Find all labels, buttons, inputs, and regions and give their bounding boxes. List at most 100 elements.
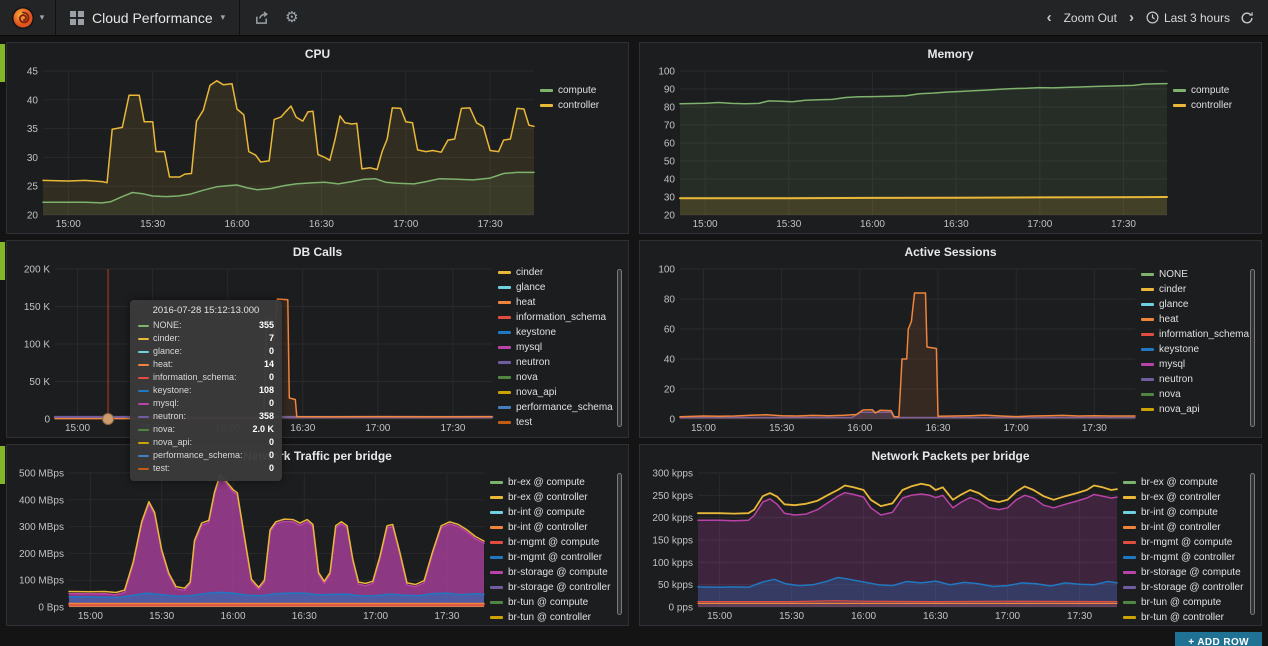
legend-item[interactable]: br-tun @ compute bbox=[490, 595, 622, 610]
cpu-chart[interactable]: 20 25 30 35 40 45 15:00 15:30 16:00 16:30 17:00 17:… bbox=[13, 63, 540, 231]
legend-scrollbar[interactable] bbox=[617, 269, 622, 427]
panel-title[interactable]: Network Traffic per bridge bbox=[243, 449, 392, 463]
dashboard-picker[interactable]: Cloud Performance ▾ bbox=[56, 0, 241, 35]
legend-item[interactable]: br-storage @ compute bbox=[1123, 565, 1255, 580]
legend-item[interactable]: compute bbox=[540, 83, 622, 98]
gear-icon[interactable]: ⚙ bbox=[285, 9, 299, 26]
svg-text:15:30: 15:30 bbox=[769, 423, 794, 434]
legend-color-dash bbox=[498, 346, 511, 349]
legend-item[interactable]: br-mgmt @ compute bbox=[1123, 535, 1255, 550]
legend-item[interactable]: test bbox=[498, 415, 622, 430]
legend-item[interactable]: br-mgmt @ controller bbox=[1123, 550, 1255, 565]
clock-icon bbox=[1146, 11, 1159, 24]
svg-text:100 kpps: 100 kpps bbox=[652, 558, 693, 569]
legend-item[interactable]: br-mgmt @ controller bbox=[490, 550, 622, 565]
panel-title[interactable]: CPU bbox=[304, 47, 331, 61]
legend-color-dash bbox=[498, 421, 511, 424]
share-icon[interactable] bbox=[254, 11, 269, 25]
active-sessions-legend: NONE cinder glance heat information_schema ke… bbox=[1141, 261, 1255, 435]
legend-item[interactable]: keystone bbox=[498, 325, 622, 340]
legend-item[interactable]: heat bbox=[498, 295, 622, 310]
legend-label: br-ex @ compute bbox=[508, 477, 585, 488]
legend-item[interactable]: br-int @ compute bbox=[490, 505, 622, 520]
legend-item[interactable]: nova bbox=[1141, 387, 1255, 402]
legend-item[interactable]: performance_schema bbox=[498, 400, 622, 415]
legend-item[interactable]: br-int @ controller bbox=[490, 520, 622, 535]
grafana-logo-icon bbox=[11, 6, 35, 30]
time-range-picker[interactable]: Last 3 hours bbox=[1146, 11, 1230, 25]
row-collapse-handle[interactable] bbox=[0, 44, 5, 82]
active-sessions-chart[interactable]: 0 20 40 60 80 100 15:00 15:30 16:00 16:30 17:00 17:… bbox=[646, 261, 1141, 435]
legend-item[interactable]: br-storage @ compute bbox=[490, 565, 622, 580]
legend-item[interactable]: br-mgmt @ compute bbox=[490, 535, 622, 550]
legend-item[interactable]: br-storage @ controller bbox=[1123, 580, 1255, 595]
legend-item[interactable]: glance bbox=[1141, 297, 1255, 312]
legend-item[interactable]: mysql bbox=[1141, 357, 1255, 372]
legend-item[interactable]: nova_api bbox=[498, 385, 622, 400]
legend-scrollbar[interactable] bbox=[617, 473, 622, 615]
legend-item[interactable]: mysql bbox=[498, 340, 622, 355]
dashboard-row-2: DB Calls 0 50 K 100 K 150 K 200 K 15:00 15:30 1… bbox=[0, 240, 1262, 438]
legend-item[interactable]: br-ex @ compute bbox=[490, 475, 622, 490]
legend-item[interactable]: br-int @ controller bbox=[1123, 520, 1255, 535]
legend-item[interactable]: br-tun @ compute bbox=[1123, 595, 1255, 610]
zoom-out-button[interactable]: Zoom Out bbox=[1063, 10, 1117, 25]
network-traffic-chart[interactable]: 0 Bps 100 MBps 200 MBps 300 MBps 400 MBps 500… bbox=[13, 465, 490, 623]
memory-chart[interactable]: 20 30 40 50 60 70 80 90 100 15:00 15:30 16:00 16:30 1… bbox=[646, 63, 1173, 231]
legend-label: nova_api bbox=[1159, 404, 1200, 415]
legend-item[interactable]: neutron bbox=[498, 355, 622, 370]
legend-item[interactable]: NONE bbox=[1141, 267, 1255, 282]
panel-title[interactable]: Active Sessions bbox=[904, 245, 997, 259]
svg-text:250 kpps: 250 kpps bbox=[652, 491, 693, 502]
legend-item[interactable]: cinder bbox=[498, 265, 622, 280]
panel-active-sessions: Active Sessions 0 20 40 60 80 100 15:00 15:30 16… bbox=[639, 240, 1262, 438]
legend-item[interactable]: compute bbox=[1173, 83, 1255, 98]
legend-item[interactable]: br-ex @ controller bbox=[1123, 490, 1255, 505]
legend-label: information_schema bbox=[516, 312, 607, 323]
legend-item[interactable]: glance bbox=[498, 280, 622, 295]
row-collapse-handle[interactable] bbox=[0, 242, 5, 280]
network-packets-chart[interactable]: 0 pps 50 kpps 100 kpps 150 kpps 200 kpps 250 … bbox=[646, 465, 1123, 623]
legend-label: br-mgmt @ controller bbox=[508, 552, 603, 563]
legend-item[interactable]: br-tun @ controller bbox=[490, 610, 622, 623]
time-shift-right-icon[interactable]: › bbox=[1128, 9, 1134, 26]
legend-item[interactable]: heat bbox=[1141, 312, 1255, 327]
tooltip-rows: NONE: 355 cinder: 7 glance: 0 heat: 14 informati… bbox=[138, 319, 274, 475]
legend-item[interactable]: information_schema bbox=[1141, 327, 1255, 342]
legend-color-dash bbox=[498, 301, 511, 304]
legend-item[interactable]: controller bbox=[1173, 98, 1255, 113]
refresh-icon[interactable] bbox=[1240, 11, 1254, 25]
grafana-logo-menu[interactable]: ▾ bbox=[0, 0, 56, 35]
time-shift-left-icon[interactable]: ‹ bbox=[1046, 9, 1052, 26]
panel-title[interactable]: Memory bbox=[927, 47, 974, 61]
svg-text:17:30: 17:30 bbox=[478, 219, 503, 230]
svg-text:16:00: 16:00 bbox=[860, 219, 885, 230]
legend-item[interactable]: controller bbox=[540, 98, 622, 113]
legend-item[interactable]: information_schema bbox=[498, 310, 622, 325]
add-row-button[interactable]: + ADD ROW bbox=[1175, 632, 1262, 646]
legend-color-dash bbox=[1123, 571, 1136, 574]
legend-label: br-storage @ controller bbox=[1141, 582, 1244, 593]
legend-scrollbar[interactable] bbox=[1250, 269, 1255, 427]
panel-title[interactable]: Network Packets per bridge bbox=[871, 449, 1030, 463]
legend-item[interactable]: keystone bbox=[1141, 342, 1255, 357]
legend-item[interactable]: br-storage @ controller bbox=[490, 580, 622, 595]
svg-text:15:00: 15:00 bbox=[78, 611, 103, 622]
legend-label: br-storage @ compute bbox=[1141, 567, 1241, 578]
legend-item[interactable]: br-tun @ controller bbox=[1123, 610, 1255, 623]
svg-text:20: 20 bbox=[664, 211, 676, 222]
legend-item[interactable]: br-ex @ controller bbox=[490, 490, 622, 505]
legend-item[interactable]: br-ex @ compute bbox=[1123, 475, 1255, 490]
row-collapse-handle[interactable] bbox=[0, 446, 5, 484]
legend-item[interactable]: nova bbox=[498, 370, 622, 385]
svg-text:17:00: 17:00 bbox=[995, 611, 1020, 622]
panel-title[interactable]: DB Calls bbox=[292, 245, 343, 259]
legend-item[interactable]: neutron bbox=[1141, 372, 1255, 387]
legend-color-dash bbox=[490, 526, 503, 529]
legend-item[interactable]: nova_api bbox=[1141, 402, 1255, 417]
legend-scrollbar[interactable] bbox=[1250, 473, 1255, 615]
legend-item[interactable]: br-int @ compute bbox=[1123, 505, 1255, 520]
legend-item[interactable]: cinder bbox=[1141, 282, 1255, 297]
svg-text:16:00: 16:00 bbox=[225, 219, 250, 230]
